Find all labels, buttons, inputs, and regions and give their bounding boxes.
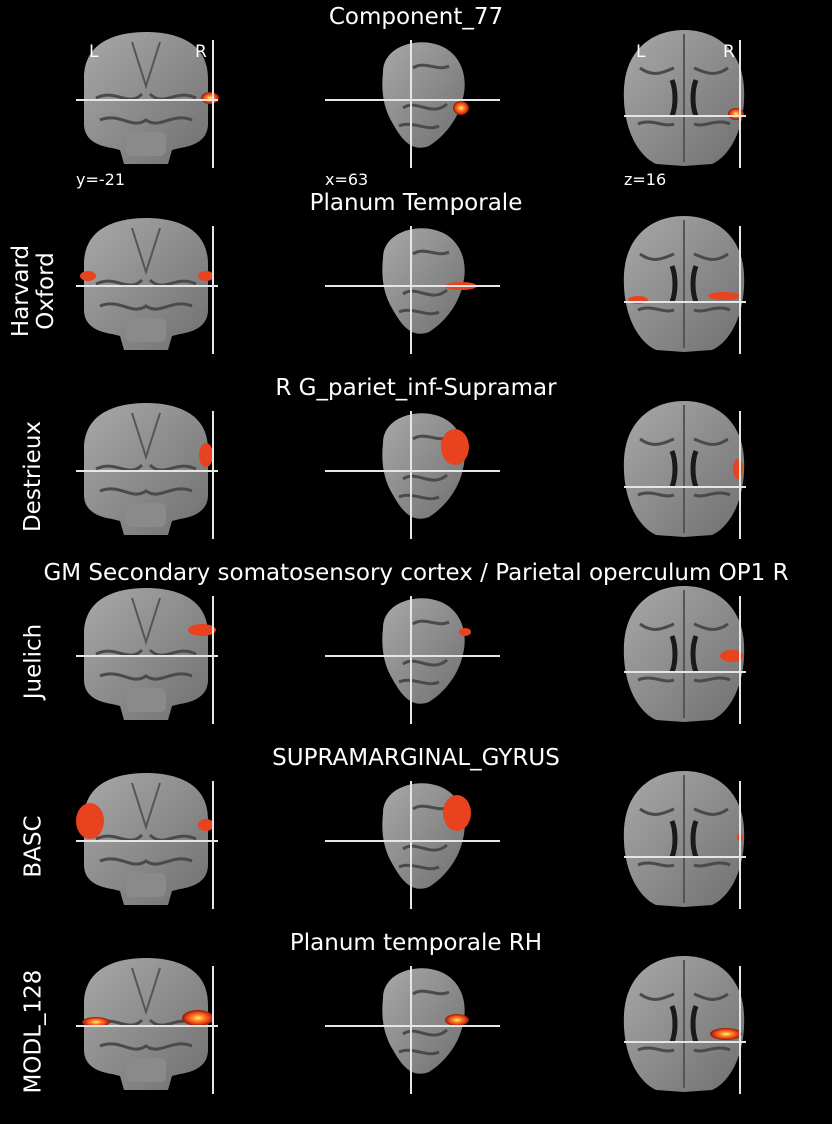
activation-blob — [720, 650, 744, 662]
axial-view — [623, 954, 746, 1094]
activation-blob — [708, 292, 740, 300]
cut-coordinate: y=-21 — [76, 170, 126, 189]
atlas-label: Juelich — [20, 623, 47, 699]
coronal-view — [76, 769, 218, 909]
sagittal-brain — [382, 598, 465, 704]
cut-coordinate: z=16 — [624, 170, 667, 189]
atlas-label: BASC — [20, 814, 47, 878]
atlas-row: Component_77 y=-21 x=63 z=16 L R L R — [0, 0, 832, 189]
sagittal-view — [325, 214, 500, 354]
coronal-brain — [84, 958, 208, 1090]
coronal-view — [76, 28, 219, 168]
activation-blob — [198, 819, 214, 831]
sagittal-view — [325, 584, 500, 724]
atlas-label: Destrieux — [20, 420, 47, 532]
activation-blob — [445, 1014, 469, 1026]
axial-view — [623, 769, 746, 909]
orientation-label: L — [89, 42, 99, 62]
row-title: GM Secondary somatosensory cortex / Pari… — [43, 560, 789, 586]
atlas-row: SUPRAMARGINAL_GYRUS BASC — [0, 741, 832, 926]
atlas-label: Harvard Oxford — [8, 244, 60, 338]
activation-blob — [441, 429, 469, 465]
axial-view — [623, 28, 746, 168]
activation-blob — [199, 443, 213, 467]
sagittal-brain — [382, 413, 465, 519]
axial-view — [623, 584, 746, 724]
activation-blob — [188, 624, 216, 636]
sagittal-view — [325, 769, 500, 909]
coronal-view — [76, 214, 218, 354]
sagittal-view — [325, 954, 500, 1094]
row-title: Component_77 — [328, 4, 504, 30]
atlas-label: MODL_128 — [20, 969, 47, 1093]
sagittal-view — [325, 28, 500, 168]
activation-blob — [733, 459, 743, 479]
axial-view — [623, 214, 746, 354]
atlas-row: Planum temporale RH MODL_128 — [0, 926, 832, 1111]
sagittal-brain — [382, 42, 465, 148]
row-title: SUPRAMARGINAL_GYRUS — [272, 745, 560, 771]
coronal-brain — [84, 773, 208, 905]
atlas-row: R G_pariet_inf-Supramar Destrieux — [0, 371, 832, 556]
axial-view — [623, 399, 746, 539]
coronal-view — [76, 399, 218, 539]
coronal-brain — [84, 588, 208, 720]
orientation-label: R — [723, 42, 735, 62]
row-title: Planum temporale RH — [289, 930, 543, 956]
coronal-brain — [84, 32, 208, 164]
atlas-row: Planum Temporale Harvard Oxford — [0, 186, 832, 371]
sagittal-brain — [382, 228, 465, 334]
cut-coordinate: x=63 — [325, 170, 369, 189]
orientation-label: L — [636, 42, 646, 62]
activation-blob — [76, 803, 104, 839]
activation-blob — [80, 271, 96, 281]
row-title: Planum Temporale — [309, 190, 523, 216]
activation-blob — [728, 108, 744, 120]
activation-blob — [710, 1028, 742, 1040]
sagittal-view — [325, 399, 500, 539]
activation-blob — [443, 795, 471, 831]
activation-blob — [453, 101, 469, 115]
coronal-view — [76, 584, 218, 724]
row-title: R G_pariet_inf-Supramar — [275, 375, 557, 401]
coronal-brain — [84, 218, 208, 350]
coronal-view — [76, 954, 218, 1094]
coronal-brain — [84, 403, 208, 535]
orientation-label: R — [195, 42, 207, 62]
activation-blob — [198, 271, 214, 281]
activation-blob — [201, 92, 219, 104]
atlas-row: GM Secondary somatosensory cortex / Pari… — [0, 556, 832, 741]
activation-blob — [459, 628, 471, 636]
activation-blob — [182, 1010, 214, 1026]
activation-blob — [82, 1017, 110, 1027]
